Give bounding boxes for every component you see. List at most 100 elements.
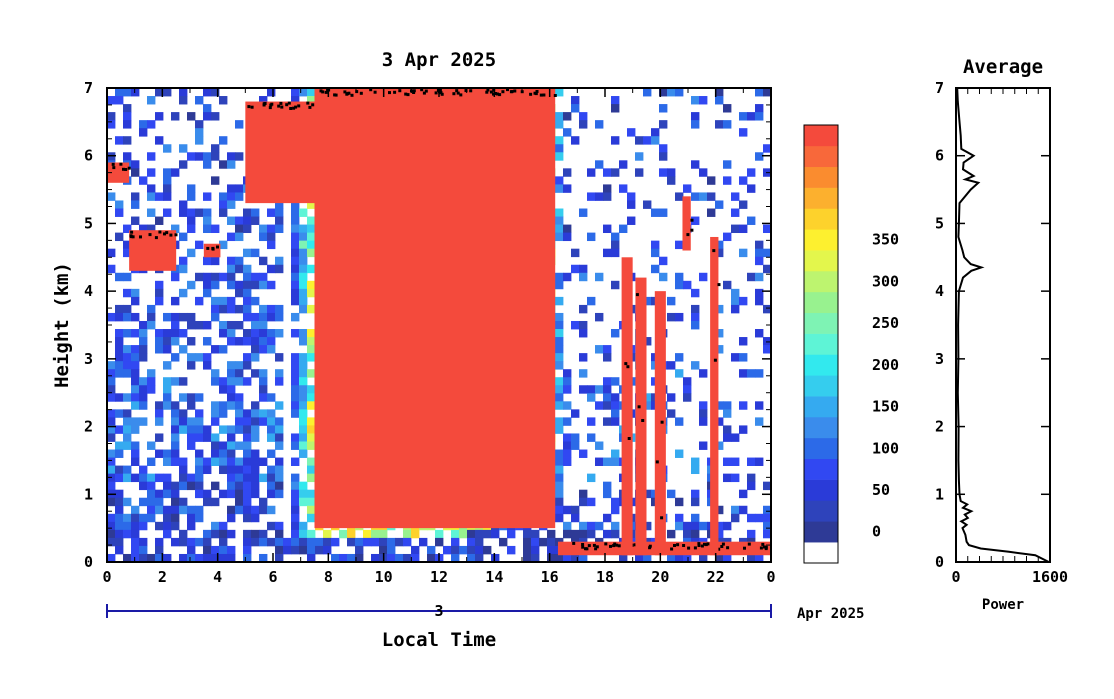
- heatmap-cell: [603, 529, 612, 539]
- heatmap-cell: [299, 280, 308, 290]
- heatmap-cell: [275, 216, 284, 225]
- feature-fill: [710, 236, 719, 556]
- heatmap-cell: [755, 272, 764, 282]
- cloud-base-marker: [355, 90, 359, 94]
- cloud-base-marker: [280, 105, 284, 109]
- heatmap-cell: [595, 401, 604, 410]
- colorbar-tick-label: 100: [872, 439, 899, 457]
- heatmap-cell: [579, 264, 588, 274]
- date-bar-month-year: Apr 2025: [797, 606, 864, 622]
- colorbar-swatch: [804, 250, 838, 272]
- heatmap-cell: [155, 417, 164, 426]
- heatmap-cell: [139, 337, 148, 346]
- heatmap-cell: [611, 248, 620, 258]
- heatmap-cell: [683, 377, 692, 386]
- heatmap-cell: [659, 152, 668, 161]
- heatmap-cell: [243, 529, 252, 539]
- heatmap-cell: [131, 529, 140, 539]
- heatmap-cell: [723, 433, 732, 442]
- heatmap-cell: [267, 224, 276, 234]
- heatmap-cell: [723, 160, 732, 169]
- y-tick-label: 3: [84, 350, 93, 368]
- heatmap-cell: [259, 537, 268, 547]
- heatmap-cell: [139, 513, 148, 523]
- heatmap-cell: [155, 192, 164, 201]
- cloud-base-marker: [581, 545, 585, 549]
- heatmap-cell: [723, 409, 732, 418]
- heatmap-cell: [251, 296, 260, 306]
- heatmap-cell: [579, 489, 588, 499]
- heatmap-cell: [243, 312, 252, 322]
- heatmap-cell: [571, 264, 580, 274]
- heatmap-cell: [187, 216, 196, 225]
- cloud-base-marker: [763, 545, 766, 549]
- heatmap-cell: [731, 208, 740, 217]
- average-x-tick-label: 0: [951, 568, 960, 586]
- heatmap-cell: [163, 393, 172, 402]
- heatmap-cell: [755, 112, 764, 121]
- heatmap-cell: [147, 168, 156, 177]
- cloud-base-marker: [676, 543, 680, 547]
- heatmap-cell: [275, 353, 284, 362]
- heatmap-cell: [259, 457, 268, 466]
- heatmap-cell: [187, 353, 196, 362]
- cloud-base-marker: [412, 89, 416, 93]
- heatmap-cell: [523, 529, 532, 539]
- cloud-base-marker: [129, 235, 133, 239]
- heatmap-cell: [723, 120, 732, 129]
- heatmap-cell: [251, 208, 260, 217]
- heatmap-cell: [675, 88, 684, 97]
- cloud-base-marker: [130, 230, 134, 234]
- heatmap-cell: [291, 256, 300, 266]
- heatmap-cell: [275, 425, 284, 434]
- heatmap-cell: [235, 304, 244, 314]
- heatmap-cell: [187, 481, 196, 491]
- feature-precipitation-column: [621, 257, 633, 556]
- heatmap-cell: [563, 272, 572, 282]
- heatmap-cell: [291, 200, 300, 209]
- heatmap-cell: [731, 224, 740, 234]
- heatmap-cell: [267, 240, 276, 250]
- heatmap-cell: [635, 553, 644, 562]
- average-frame: [955, 87, 1051, 563]
- heatmap-cell: [251, 529, 260, 539]
- cloud-base-marker: [612, 544, 616, 548]
- heatmap-cell: [563, 505, 572, 515]
- heatmap-cell: [139, 537, 148, 547]
- heatmap-cell: [251, 272, 260, 282]
- heatmap-cell: [267, 208, 276, 217]
- heatmap-cell: [187, 337, 196, 346]
- heatmap-cell: [131, 288, 140, 298]
- heatmap-cell: [259, 417, 268, 426]
- cloud-base-marker: [539, 93, 543, 97]
- heatmap-cell: [235, 457, 244, 466]
- heatmap-cell: [291, 353, 300, 362]
- heatmap-cell: [579, 553, 588, 562]
- cloud-base-marker: [111, 162, 115, 166]
- heatmap-cell: [243, 425, 252, 434]
- heatmap-cell: [603, 248, 612, 258]
- heatmap-cell: [219, 401, 228, 410]
- heatmap-cell: [299, 441, 308, 450]
- heatmap-cell: [179, 160, 188, 169]
- heatmap-cell: [323, 537, 332, 547]
- heatmap-cell: [299, 240, 308, 250]
- cloud-base-marker: [660, 420, 664, 424]
- heatmap-cell: [579, 208, 588, 217]
- heatmap-cell: [723, 457, 732, 466]
- heatmap-cell: [763, 345, 771, 354]
- heatmap-cell: [611, 377, 620, 386]
- heatmap-cell: [739, 224, 748, 234]
- heatmap-cell: [307, 288, 316, 298]
- heatmap-cell: [131, 473, 140, 483]
- heatmap-cell: [435, 537, 444, 547]
- heatmap-cell: [451, 553, 460, 562]
- heatmap-cell: [259, 505, 268, 515]
- heatmap-cell: [155, 136, 164, 145]
- average-x-axis-label: Power: [982, 597, 1024, 613]
- heatmap-cell: [115, 272, 124, 282]
- heatmap-cell: [203, 208, 212, 217]
- heatmap-cell: [611, 529, 620, 539]
- heatmap-cell: [307, 529, 316, 539]
